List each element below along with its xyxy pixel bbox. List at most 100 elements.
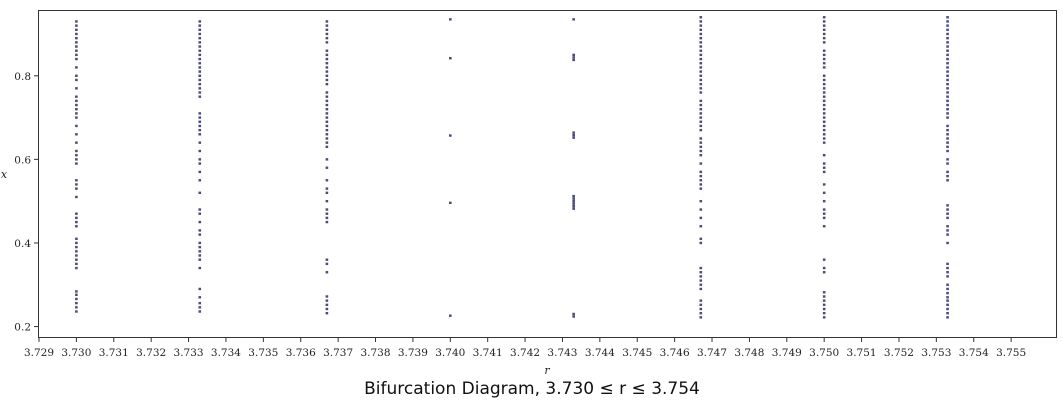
data-point	[198, 82, 202, 86]
data-point	[325, 95, 329, 98]
data-point	[946, 57, 949, 61]
data-point	[198, 258, 202, 261]
x-tick-label: 3.752	[884, 347, 914, 359]
data-point	[822, 87, 826, 90]
data-point	[75, 266, 78, 270]
data-point	[822, 311, 826, 315]
data-point	[946, 45, 949, 48]
data-point	[572, 56, 575, 59]
data-point	[946, 103, 949, 107]
data-point	[572, 197, 575, 200]
data-point	[198, 53, 202, 57]
data-point	[822, 137, 826, 140]
data-point	[198, 191, 202, 195]
data-point	[699, 78, 703, 82]
data-point	[75, 112, 78, 115]
data-point	[822, 116, 826, 119]
y-tick-label: 0.4	[14, 238, 31, 250]
x-tick-label: 3.747	[697, 347, 727, 359]
data-point	[198, 36, 202, 40]
data-point	[325, 36, 329, 40]
data-point	[325, 99, 329, 103]
data-point	[699, 199, 703, 203]
data-point	[822, 78, 826, 82]
data-point	[198, 95, 202, 98]
data-point	[699, 153, 703, 157]
data-point	[946, 36, 949, 40]
data-point	[325, 208, 329, 211]
data-point	[699, 57, 703, 61]
data-point	[572, 194, 575, 198]
data-point	[699, 170, 703, 174]
data-point	[75, 225, 78, 228]
data-point	[822, 57, 826, 61]
data-point	[822, 99, 826, 103]
data-point	[325, 220, 329, 224]
data-point	[699, 183, 703, 186]
data-point	[699, 225, 703, 228]
data-point	[699, 275, 703, 278]
data-point	[198, 116, 202, 119]
data-point	[572, 204, 575, 208]
data-point	[946, 62, 949, 65]
data-point	[822, 307, 826, 311]
data-point	[699, 287, 703, 291]
data-point	[822, 212, 826, 215]
data-point	[75, 57, 78, 61]
data-point	[822, 166, 826, 169]
data-point	[946, 91, 949, 94]
data-point	[198, 41, 202, 44]
data-point	[946, 233, 949, 236]
data-point	[325, 258, 329, 261]
x-tick-label: 3.750	[809, 347, 839, 359]
x-tick-label: 3.740	[435, 347, 465, 359]
data-point	[946, 208, 949, 211]
data-point	[325, 145, 329, 149]
data-point	[75, 87, 78, 90]
data-point	[699, 66, 703, 69]
y-tick-label: 0.8	[14, 71, 31, 83]
data-point	[75, 293, 78, 296]
data-point	[946, 241, 949, 245]
data-point	[699, 179, 703, 182]
data-point	[822, 66, 826, 69]
data-point	[75, 241, 78, 245]
x-tick-label: 3.729	[24, 347, 54, 359]
data-point	[946, 133, 949, 136]
data-point	[699, 103, 703, 107]
plot-area-frame	[38, 10, 1057, 338]
data-point	[946, 299, 949, 302]
x-tick-label: 3.753	[921, 347, 951, 359]
data-point	[699, 20, 703, 23]
data-point	[699, 141, 703, 144]
data-point	[822, 316, 826, 319]
data-point	[198, 254, 202, 257]
data-point	[822, 24, 826, 27]
data-point	[946, 24, 949, 27]
data-point	[325, 303, 329, 307]
data-point	[75, 45, 78, 48]
data-point	[946, 229, 949, 232]
data-point	[946, 137, 949, 140]
data-point	[75, 78, 78, 82]
data-point	[822, 258, 826, 261]
data-point	[822, 41, 826, 44]
data-point	[572, 58, 575, 62]
data-point	[946, 216, 949, 220]
data-point	[198, 20, 202, 23]
data-point	[822, 266, 826, 270]
data-point	[198, 62, 202, 65]
data-point	[699, 316, 703, 319]
x-tick-label: 3.749	[772, 347, 802, 359]
data-point	[198, 233, 202, 236]
data-point	[822, 82, 826, 86]
data-point	[699, 120, 703, 123]
data-point	[946, 28, 949, 32]
data-point	[822, 191, 826, 195]
data-point	[325, 212, 329, 215]
data-point	[699, 36, 703, 40]
data-point	[699, 237, 703, 240]
data-point	[325, 179, 329, 182]
data-point	[198, 141, 202, 144]
data-point	[946, 283, 949, 286]
